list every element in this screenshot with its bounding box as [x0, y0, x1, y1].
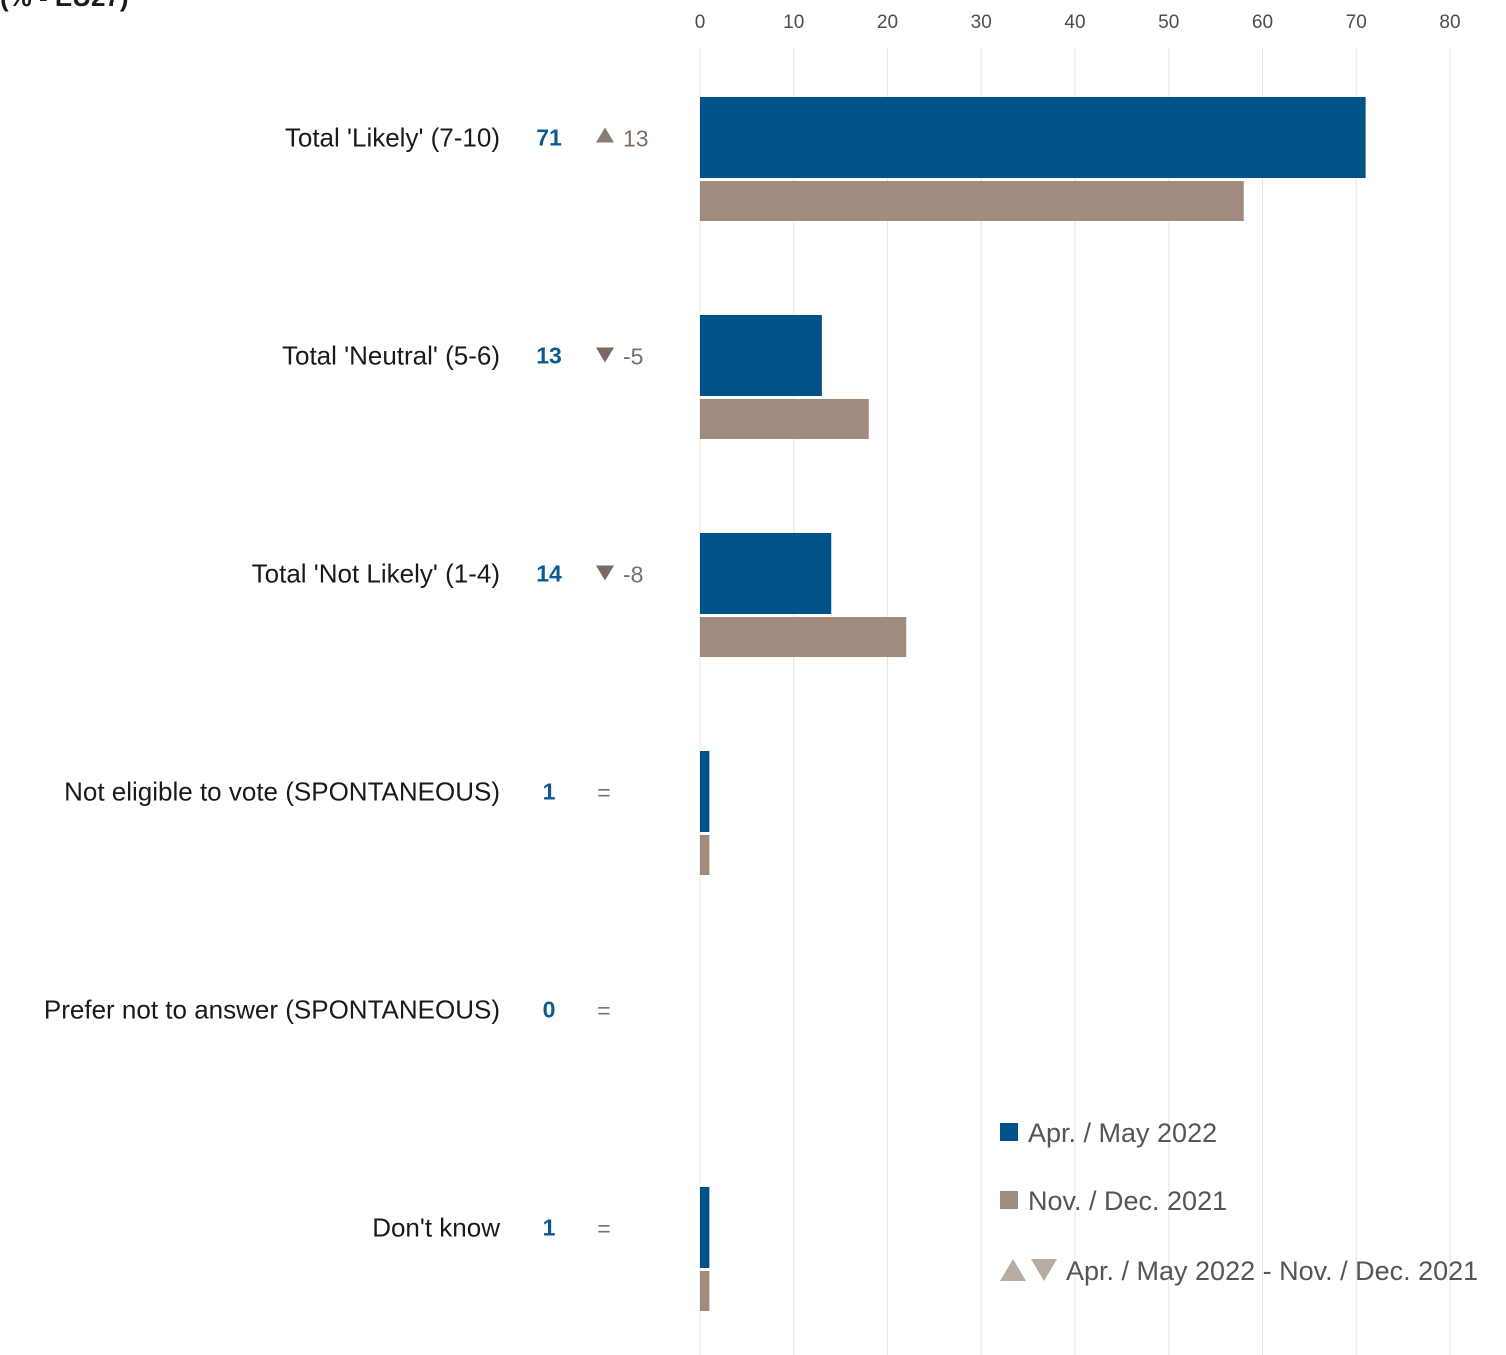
bar-nov-dec-2021 — [700, 617, 907, 657]
x-tick-label: 10 — [783, 12, 804, 33]
value-label: 1 — [543, 1215, 556, 1241]
category-label: Not eligible to vote (SPONTANEOUS) — [64, 777, 500, 807]
difference-label: = — [597, 998, 610, 1024]
legend-label: Apr. / May 2022 — [1028, 1118, 1217, 1148]
bar-apr-may-2022 — [700, 533, 832, 614]
bar-apr-may-2022 — [700, 315, 822, 396]
value-label: 0 — [543, 997, 556, 1023]
chart-title-partial: (% - EU27) — [0, 0, 129, 12]
x-tick-label: 80 — [1439, 12, 1460, 33]
triangle-down-icon — [596, 565, 614, 581]
category-label: Total 'Likely' (7-10) — [285, 123, 500, 153]
difference-label: -5 — [623, 344, 643, 370]
category-label: Don't know — [372, 1213, 500, 1243]
value-label: 1 — [543, 779, 556, 805]
x-tick-label: 40 — [1064, 12, 1085, 33]
legend-triangle-down-icon — [1031, 1259, 1057, 1281]
legend-swatch — [1000, 1191, 1018, 1209]
legend-triangle-up-icon — [1000, 1259, 1026, 1281]
triangle-up-icon — [596, 127, 614, 143]
x-tick-label: 30 — [971, 12, 992, 33]
bar-apr-may-2022 — [700, 97, 1366, 178]
difference-label: -8 — [623, 562, 643, 588]
category-label: Total 'Neutral' (5-6) — [282, 341, 500, 371]
x-tick-label: 60 — [1252, 12, 1273, 33]
x-tick-label: 20 — [877, 12, 898, 33]
bar-nov-dec-2021 — [700, 181, 1244, 221]
bar-apr-may-2022 — [700, 1187, 710, 1268]
x-axis-ticks: 0 10 20 30 40 50 60 70 80 — [695, 12, 1461, 33]
bar-nov-dec-2021 — [700, 1271, 710, 1311]
category-label: Total 'Not Likely' (1-4) — [252, 559, 500, 589]
legend-label: Nov. / Dec. 2021 — [1028, 1186, 1227, 1216]
x-tick-label: 0 — [695, 12, 706, 33]
grid-lines — [699, 48, 1451, 1355]
value-label: 13 — [536, 343, 562, 369]
bar-nov-dec-2021 — [700, 399, 869, 439]
difference-label: 13 — [623, 126, 649, 152]
value-label: 14 — [536, 561, 562, 587]
x-tick-label: 50 — [1158, 12, 1179, 33]
row-labels: Total 'Likely' (7-10) 71 13 Total 'Neutral'… — [44, 123, 649, 1243]
legend-label: Apr. / May 2022 - Nov. / Dec. 2021 — [1066, 1256, 1478, 1286]
legend-swatch — [1000, 1123, 1018, 1141]
difference-label: = — [597, 780, 610, 806]
bar-apr-may-2022 — [700, 751, 710, 832]
difference-label: = — [597, 1216, 610, 1242]
category-label: Prefer not to answer (SPONTANEOUS) — [44, 995, 500, 1025]
x-tick-label: 70 — [1346, 12, 1367, 33]
legend: Apr. / May 2022 Nov. / Dec. 2021 Apr. / Ma… — [1000, 1118, 1478, 1286]
bars — [700, 97, 1366, 1311]
triangle-down-icon — [596, 347, 614, 363]
value-label: 71 — [536, 125, 562, 151]
bar-nov-dec-2021 — [700, 835, 710, 875]
